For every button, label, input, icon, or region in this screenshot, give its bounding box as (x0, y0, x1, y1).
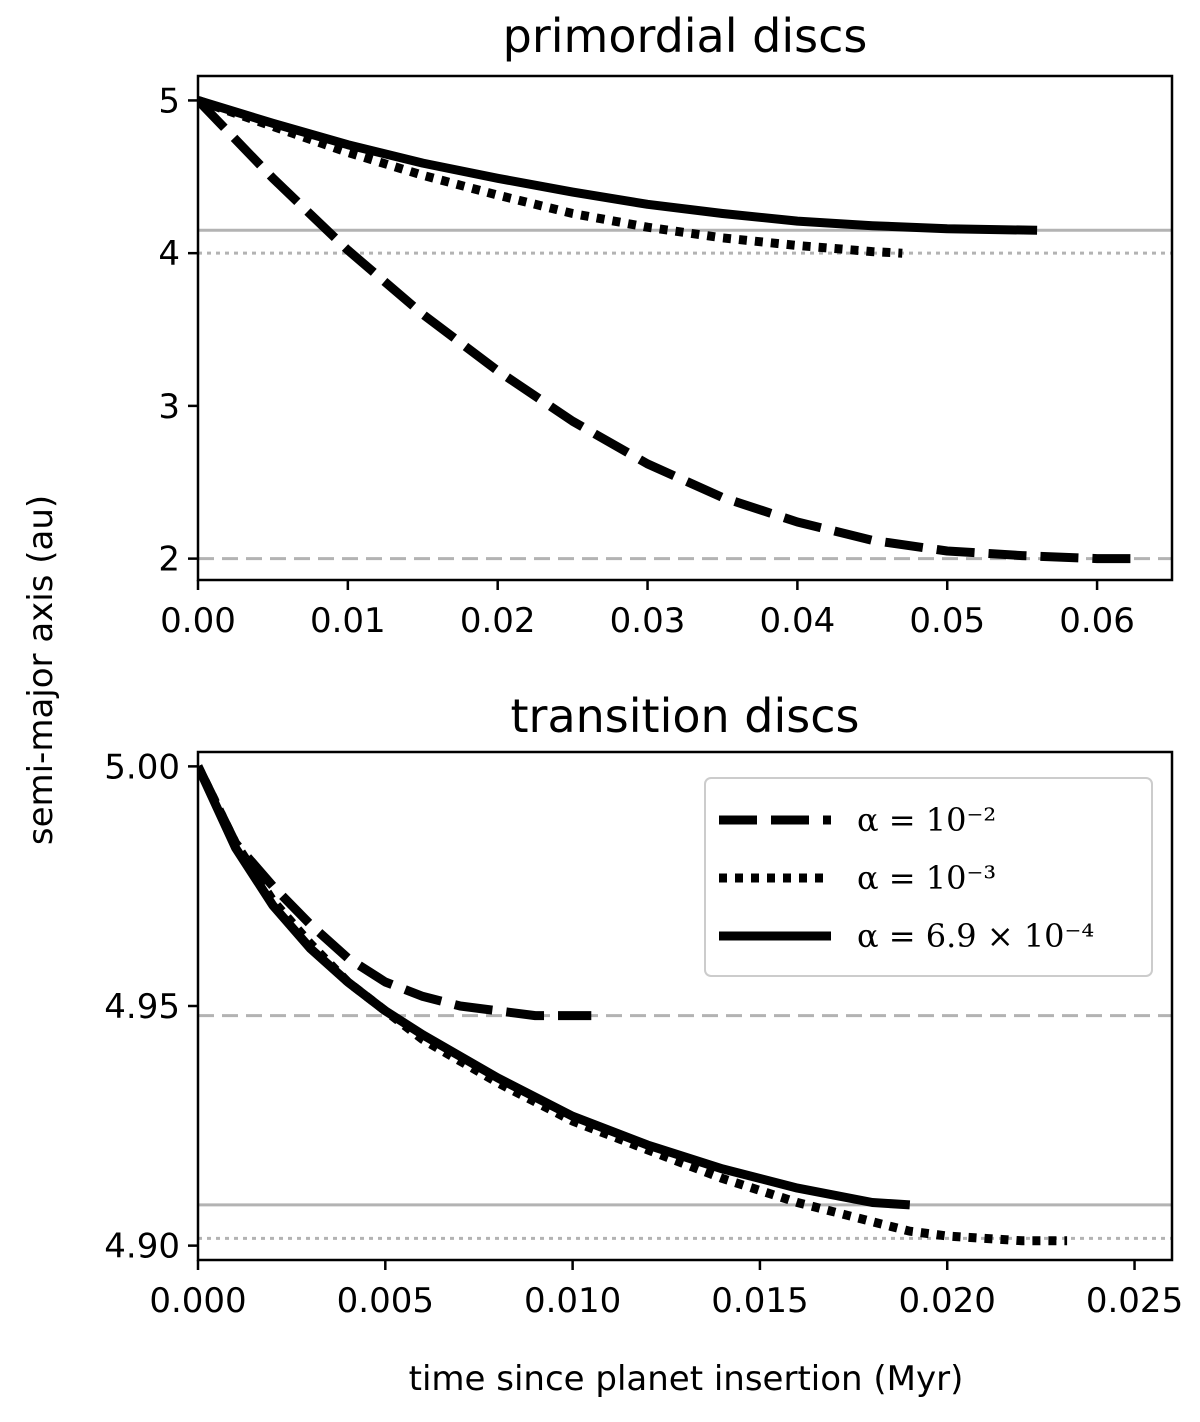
x-tick-label: 0.025 (1086, 1281, 1183, 1321)
legend-label: α = 10⁻³ (857, 859, 996, 897)
x-tick-label: 0.015 (711, 1281, 808, 1321)
shared-y-axis-label: semi-major axis (au) (21, 495, 61, 845)
x-tick-label: 0.02 (460, 601, 536, 641)
x-tick-label: 0.005 (337, 1281, 434, 1321)
chart-panel-primordial: primordial discs 0.00 0.01 0.02 0.03 0.04 0.05… (158, 9, 1174, 641)
legend: α = 10⁻² α = 10⁻³ α = 6.9 × 10⁻⁴ (704, 777, 1153, 977)
series-line-dotted (198, 764, 1068, 1246)
x-tick-label: 0.01 (310, 601, 386, 641)
legend-label: α = 6.9 × 10⁻⁴ (857, 917, 1094, 955)
legend-frame (704, 777, 1153, 977)
series-line-solid (198, 96, 1038, 235)
chart-title: primordial discs (503, 9, 868, 63)
y-tick-label: 5.00 (104, 747, 180, 787)
series-line-dashed (198, 764, 592, 1021)
legend-label: α = 10⁻² (857, 801, 996, 839)
chart-panel-transition: transition discs 0.000 0.005 0.010 0.015 0.02… (104, 689, 1183, 1321)
y-tick-label: 2 (158, 540, 180, 580)
series-line-solid (198, 764, 911, 1210)
y-tick-label: 4 (158, 234, 180, 274)
y-tick-label: 3 (158, 387, 180, 427)
series-line-dashed (198, 97, 1135, 564)
x-tick-label: 0.00 (160, 601, 236, 641)
chart-title: transition discs (511, 689, 860, 743)
plot-area (198, 96, 1172, 564)
x-tick-label: 0.05 (909, 601, 985, 641)
x-tick-label: 0.03 (610, 601, 686, 641)
x-tick-label: 0.000 (149, 1281, 246, 1321)
x-tick-label: 0.06 (1059, 601, 1135, 641)
y-tick-label: 4.90 (104, 1227, 180, 1267)
series-line-dotted (198, 96, 903, 258)
y-tick-label: 4.95 (104, 987, 180, 1027)
x-tick-label: 0.010 (524, 1281, 621, 1321)
x-tick-label: 0.04 (760, 601, 836, 641)
shared-x-axis-label: time since planet insertion (Myr) (409, 1359, 964, 1399)
y-tick-label: 5 (158, 81, 180, 121)
axes-frame (196, 74, 1174, 582)
plot-area (198, 764, 1172, 1246)
x-tick-label: 0.020 (899, 1281, 996, 1321)
